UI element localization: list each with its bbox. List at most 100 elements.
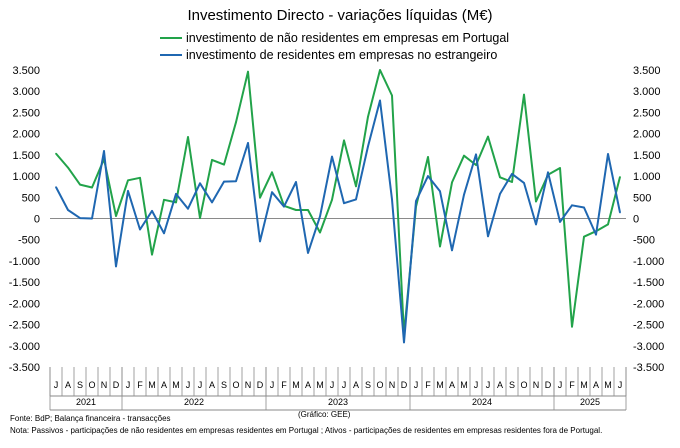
chart-title: Investimento Directo - variações líquida… [187, 7, 493, 24]
data-point-nonresidents [67, 166, 69, 169]
month-label: A [449, 380, 455, 390]
month-label: A [65, 380, 71, 390]
month-label: A [593, 380, 599, 390]
month-label: J [186, 380, 191, 390]
month-label: A [305, 380, 311, 390]
y-tick-label-right: 0 [633, 214, 639, 226]
data-point-nonresidents [535, 200, 537, 203]
y-tick-label-left: -3.500 [9, 362, 40, 374]
legend-item-residents: investimento de residentes em empresas n… [160, 48, 497, 62]
data-point-residents [319, 215, 321, 218]
data-point-nonresidents [487, 135, 489, 138]
data-point-nonresidents [307, 209, 309, 211]
month-label: J [474, 380, 479, 390]
month-label: O [520, 380, 527, 390]
data-point-residents [547, 171, 549, 174]
data-point-residents [583, 206, 585, 209]
data-point-residents [451, 249, 453, 252]
y-tick-label-right: 2.000 [633, 129, 661, 141]
data-point-residents [595, 233, 597, 236]
y-tick-label-left: 1.500 [12, 150, 40, 162]
month-label: S [77, 380, 83, 390]
y-tick-label-left: 2.500 [12, 107, 40, 119]
y-tick-label-right: -3.000 [633, 341, 664, 353]
month-label: N [101, 380, 108, 390]
data-point-nonresidents [463, 154, 465, 157]
year-label: 2021 [76, 397, 96, 407]
month-label: J [330, 380, 335, 390]
data-point-nonresidents [235, 121, 237, 123]
data-point-residents [475, 153, 477, 156]
month-label: F [569, 380, 575, 390]
legend-label-residents: investimento de residentes em empresas n… [186, 48, 498, 62]
y-tick-label-right: -2.000 [633, 298, 664, 310]
data-point-nonresidents [295, 209, 297, 211]
data-point-nonresidents [607, 223, 609, 226]
month-label: J [198, 380, 203, 390]
y-tick-label-right: -1.500 [633, 277, 664, 289]
month-label: J [342, 380, 347, 390]
data-point-nonresidents [427, 156, 429, 158]
data-point-residents [163, 232, 165, 235]
month-label: D [545, 380, 552, 390]
data-point-residents [187, 207, 189, 210]
data-point-nonresidents [199, 217, 201, 219]
data-point-nonresidents [559, 167, 561, 169]
month-label: J [558, 380, 563, 390]
data-point-nonresidents [355, 185, 357, 188]
legend-label-nonresidents: investimento de não residentes em empres… [186, 31, 510, 45]
data-point-nonresidents [619, 176, 621, 178]
data-point-residents [151, 210, 153, 212]
data-point-nonresidents [499, 176, 501, 179]
month-label: J [126, 380, 131, 390]
y-tick-label-right: -500 [633, 235, 655, 247]
month-label: A [353, 380, 359, 390]
data-point-residents [79, 217, 81, 219]
y-tick-label-left: 3.500 [12, 65, 40, 77]
footer-credit: (Gráfico: GEE) [298, 410, 351, 419]
data-point-residents [115, 265, 117, 268]
y-tick-label-left: -2.000 [9, 298, 40, 310]
data-point-nonresidents [139, 176, 141, 179]
series-line-residents [55, 99, 621, 344]
data-point-nonresidents [391, 94, 393, 97]
data-point-residents [139, 228, 141, 231]
month-label: F [425, 380, 431, 390]
data-point-nonresidents [379, 69, 381, 71]
y-tick-label-right: 500 [633, 192, 651, 204]
footer-note: Nota: Passivos - participações de não re… [10, 426, 603, 435]
data-point-residents [91, 217, 93, 220]
data-point-residents [487, 235, 489, 238]
legend-item-nonresidents: investimento de não residentes em empres… [160, 31, 509, 45]
data-point-residents [55, 186, 57, 188]
data-point-residents [235, 180, 237, 182]
data-point-nonresidents [187, 136, 189, 138]
data-point-residents [367, 145, 369, 148]
month-label: S [221, 380, 227, 390]
data-point-nonresidents [367, 115, 369, 118]
data-point-residents [379, 99, 381, 102]
data-point-residents [247, 142, 249, 144]
data-point-residents [283, 205, 285, 208]
data-point-nonresidents [571, 325, 573, 328]
data-point-residents [211, 201, 213, 204]
month-label: M [172, 380, 180, 390]
month-label: D [113, 380, 120, 390]
month-label: D [257, 380, 264, 390]
month-label: O [232, 380, 239, 390]
y-tick-label-left: -3.000 [9, 341, 40, 353]
month-label: J [270, 380, 275, 390]
month-label: N [533, 380, 540, 390]
data-point-residents [439, 190, 441, 193]
data-point-residents [403, 341, 405, 344]
data-point-residents [619, 211, 621, 214]
data-point-residents [427, 175, 429, 177]
month-label: M [460, 380, 468, 390]
data-point-nonresidents [343, 139, 345, 142]
month-label: M [580, 380, 588, 390]
data-point-nonresidents [163, 199, 165, 201]
month-label: N [245, 380, 252, 390]
data-point-nonresidents [331, 199, 333, 201]
y-tick-label-left: -500 [18, 235, 40, 247]
